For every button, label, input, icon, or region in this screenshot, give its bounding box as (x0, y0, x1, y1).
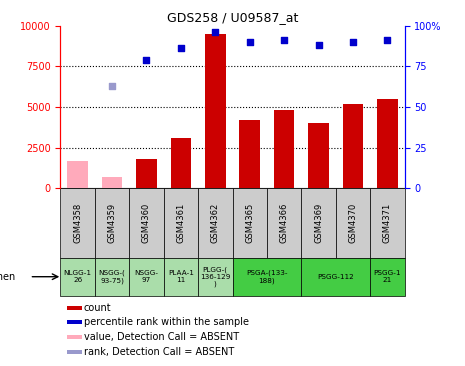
Bar (343, 104, 363, 188)
Text: PLGG-(
136-129
): PLGG-( 136-129 ) (200, 266, 231, 287)
Bar (67, 161, 88, 188)
Text: count: count (84, 303, 112, 313)
Bar (136, 159, 157, 188)
Bar (129, 188, 164, 258)
Text: PSGA-(133-
188): PSGA-(133- 188) (246, 270, 288, 284)
Text: GSM4360: GSM4360 (142, 203, 151, 243)
Bar (95, 188, 129, 258)
Bar (274, 110, 294, 188)
Bar (164, 258, 198, 296)
Text: specimen: specimen (0, 272, 16, 282)
Bar (67, 335, 82, 339)
Text: rank, Detection Call = ABSENT: rank, Detection Call = ABSENT (84, 347, 234, 356)
Text: GSM4371: GSM4371 (383, 203, 392, 243)
Bar (267, 188, 301, 258)
Bar (205, 34, 226, 188)
Text: PSGG-1
21: PSGG-1 21 (373, 270, 401, 283)
Text: GSM4361: GSM4361 (176, 203, 186, 243)
Bar (232, 188, 267, 258)
Point (349, 39, 357, 45)
Bar (67, 350, 82, 354)
Bar (67, 306, 82, 310)
Point (108, 83, 116, 89)
Point (280, 37, 288, 43)
Point (177, 45, 185, 51)
Point (212, 29, 219, 35)
Bar (60, 188, 95, 258)
Bar (198, 188, 232, 258)
Point (384, 37, 391, 43)
Point (246, 39, 253, 45)
Text: PSGG-112: PSGG-112 (317, 274, 354, 280)
Bar (377, 99, 398, 188)
Bar (198, 258, 232, 296)
Text: GSM4369: GSM4369 (314, 203, 323, 243)
Bar (67, 320, 82, 324)
Text: GSM4362: GSM4362 (211, 203, 220, 243)
Text: value, Detection Call = ABSENT: value, Detection Call = ABSENT (84, 332, 239, 342)
Text: GSM4366: GSM4366 (279, 203, 289, 243)
Bar (232, 258, 301, 296)
Bar (370, 188, 405, 258)
Text: GSM4358: GSM4358 (73, 203, 82, 243)
Text: GSM4365: GSM4365 (245, 203, 254, 243)
Text: NSGG-(
93-75): NSGG-( 93-75) (99, 270, 126, 284)
Text: GSM4359: GSM4359 (107, 203, 117, 243)
Bar (60, 258, 95, 296)
Text: percentile rank within the sample: percentile rank within the sample (84, 317, 249, 327)
Point (315, 42, 322, 48)
Point (143, 57, 150, 63)
Bar (370, 258, 405, 296)
Bar (95, 258, 129, 296)
Bar (171, 138, 191, 188)
Bar (336, 188, 370, 258)
Text: NSGG-
97: NSGG- 97 (134, 270, 159, 283)
Text: GSM4370: GSM4370 (348, 203, 358, 243)
Bar (239, 120, 260, 188)
Title: GDS258 / U09587_at: GDS258 / U09587_at (167, 11, 298, 25)
Bar (301, 258, 370, 296)
Bar (164, 188, 198, 258)
Bar (129, 258, 164, 296)
Bar (301, 188, 336, 258)
Text: NLGG-1
26: NLGG-1 26 (64, 270, 92, 283)
Bar (102, 177, 122, 188)
Text: PLAA-1
11: PLAA-1 11 (168, 270, 194, 283)
Bar (308, 123, 329, 188)
